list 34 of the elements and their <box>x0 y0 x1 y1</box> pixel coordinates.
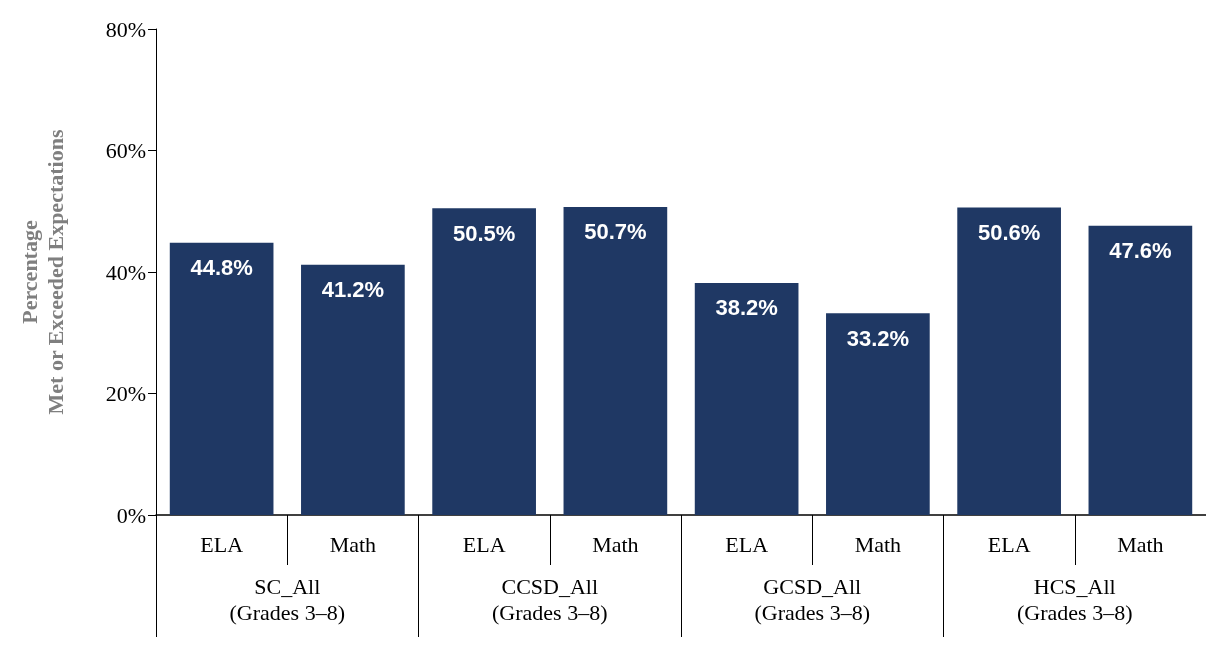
bar <box>826 313 930 515</box>
y-tick-label: 0% <box>116 502 146 528</box>
data-label: 47.6% <box>1109 238 1172 264</box>
x-tick-label: ELA <box>725 531 769 557</box>
text: CCSD_All (Grades 3–8) <box>492 573 608 625</box>
bar <box>957 207 1061 515</box>
text: SC_All (Grades 3–8) <box>229 573 345 625</box>
bar <box>563 207 668 515</box>
bar <box>694 282 799 515</box>
data-label: 38.2% <box>715 295 778 321</box>
x-tick-label: Math <box>854 531 902 557</box>
data-label: 50.7% <box>584 219 647 245</box>
x-tick-label: ELA <box>987 531 1031 557</box>
y-axis-title: Percentage Met or Exceeded Expectations <box>16 129 68 415</box>
x-tick-label: Math <box>592 531 639 557</box>
y-tick-label: 60% <box>105 138 146 163</box>
y-tick-label: 20% <box>105 381 146 406</box>
data-label: 50.6% <box>977 220 1041 246</box>
bar <box>169 242 274 515</box>
x-tick-label: Math <box>329 531 377 557</box>
x-tick-label: Math <box>1117 531 1164 557</box>
y-tick-label: 80% <box>105 16 146 42</box>
bar <box>301 264 405 515</box>
data-label: 41.2% <box>321 277 385 303</box>
data-label: 44.8% <box>190 255 253 281</box>
data-label: 33.2% <box>846 325 910 351</box>
bar <box>1088 225 1193 515</box>
text: GCSD_All (Grades 3–8) <box>754 573 870 625</box>
bar <box>432 208 536 515</box>
x-tick-label: ELA <box>200 531 244 557</box>
y-tick-label: 40% <box>105 259 146 285</box>
x-tick-label: ELA <box>462 531 506 557</box>
data-label: 50.5% <box>452 220 516 246</box>
text: HCS_All (Grades 3–8) <box>1017 573 1133 625</box>
